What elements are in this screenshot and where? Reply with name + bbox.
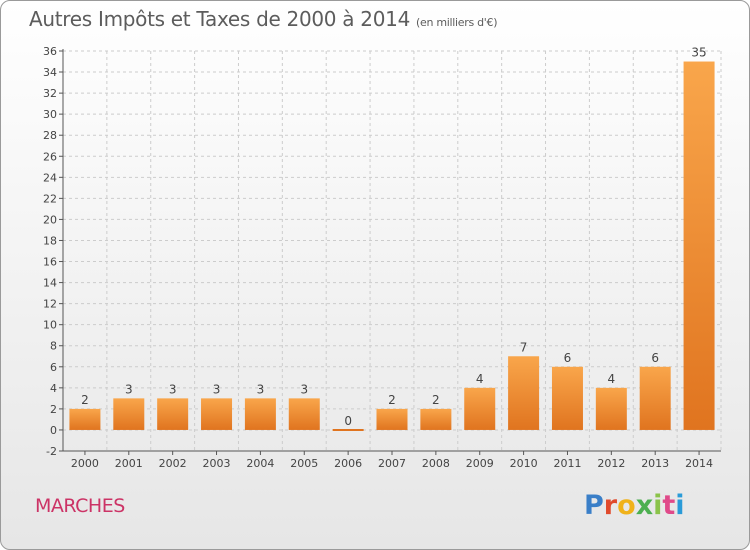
y-tick-label: 36 xyxy=(43,45,57,58)
data-label: 6 xyxy=(651,351,659,365)
y-tick-label: 12 xyxy=(43,298,57,311)
bar-2000 xyxy=(69,408,101,430)
bar-2012 xyxy=(595,387,627,430)
data-label: 4 xyxy=(476,372,484,386)
y-tick-label: 2 xyxy=(50,403,57,416)
bar-2007 xyxy=(376,408,408,430)
logo-letter: t xyxy=(662,490,676,521)
data-label: 3 xyxy=(125,382,133,396)
x-tick-label: 2014 xyxy=(685,457,713,470)
y-tick-label: -2 xyxy=(46,445,57,458)
y-tick-label: 0 xyxy=(50,424,57,437)
chart-subtitle: (en milliers d'€) xyxy=(416,16,498,29)
x-tick-label: 2000 xyxy=(71,457,99,470)
data-label: 2 xyxy=(432,393,440,407)
y-tick-label: 32 xyxy=(43,87,57,100)
city-name: MARCHES xyxy=(35,495,125,517)
x-tick-label: 2009 xyxy=(466,457,494,470)
data-label: 2 xyxy=(388,393,396,407)
bar-2010 xyxy=(508,356,540,430)
x-tick-label: 2011 xyxy=(553,457,581,470)
data-labels: 2 3 3 3 3 3 0 2 2 4 7 6 4 6 35 xyxy=(81,46,707,428)
y-tick-label: 14 xyxy=(43,277,57,290)
data-label: 35 xyxy=(691,46,706,60)
bar-2003 xyxy=(201,398,233,430)
y-tick-label: 8 xyxy=(50,340,57,353)
y-tick-label: 24 xyxy=(43,171,57,184)
x-tick-label: 2004 xyxy=(246,457,274,470)
x-tick-label: 2002 xyxy=(159,457,187,470)
x-tick-label: 2008 xyxy=(422,457,450,470)
logo-letter: x xyxy=(635,490,654,521)
data-label: 4 xyxy=(608,372,616,386)
bar-2013 xyxy=(639,366,671,430)
x-tick-label: 2010 xyxy=(510,457,538,470)
bar-2005 xyxy=(288,398,320,430)
proxiti-logo: Proxiti xyxy=(584,490,685,521)
logo-letter: i xyxy=(653,490,663,521)
data-label: 3 xyxy=(213,382,221,396)
x-tick-label: 2005 xyxy=(290,457,318,470)
bar-2008 xyxy=(420,408,452,430)
bar-2004 xyxy=(244,398,276,430)
x-tick-label: 2013 xyxy=(641,457,669,470)
logo-letter: r xyxy=(603,490,618,521)
chart-title: Autres Impôts et Taxes de 2000 à 2014 (en… xyxy=(29,7,497,31)
y-tick-label: 16 xyxy=(43,256,57,269)
x-tick-label: 2012 xyxy=(597,457,625,470)
bar-2002 xyxy=(157,398,189,430)
x-tick-label: 2003 xyxy=(203,457,231,470)
data-label: 3 xyxy=(300,382,308,396)
x-tick-label: 2007 xyxy=(378,457,406,470)
data-label: 3 xyxy=(169,382,177,396)
y-tick-label: 18 xyxy=(43,234,57,247)
bar-2009 xyxy=(464,387,496,430)
data-label: 7 xyxy=(520,340,528,354)
bar-2014 xyxy=(683,61,715,430)
y-tick-label: 28 xyxy=(43,129,57,142)
y-tick-label: 20 xyxy=(43,213,57,226)
data-label: 0 xyxy=(344,414,352,428)
x-tick-label: 2006 xyxy=(334,457,362,470)
data-label: 3 xyxy=(257,382,265,396)
bars xyxy=(69,61,715,431)
logo-letter: o xyxy=(617,490,636,521)
data-label: 6 xyxy=(564,351,572,365)
y-tick-label: 22 xyxy=(43,192,57,205)
y-tick-label: 4 xyxy=(50,382,57,395)
y-tick-label: 30 xyxy=(43,108,57,121)
logo-letter: i xyxy=(675,490,685,521)
logo-letter: P xyxy=(584,490,604,521)
x-tick-label: 2001 xyxy=(115,457,143,470)
bar-2001 xyxy=(113,398,145,430)
y-tick-label: 6 xyxy=(50,361,57,374)
y-tick-label: 10 xyxy=(43,319,57,332)
bar-2011 xyxy=(551,366,583,430)
y-tick-label: 26 xyxy=(43,150,57,163)
data-label: 2 xyxy=(81,393,89,407)
y-tick-label: 34 xyxy=(43,66,57,79)
chart-title-text: Autres Impôts et Taxes de 2000 à 2014 xyxy=(29,7,410,31)
